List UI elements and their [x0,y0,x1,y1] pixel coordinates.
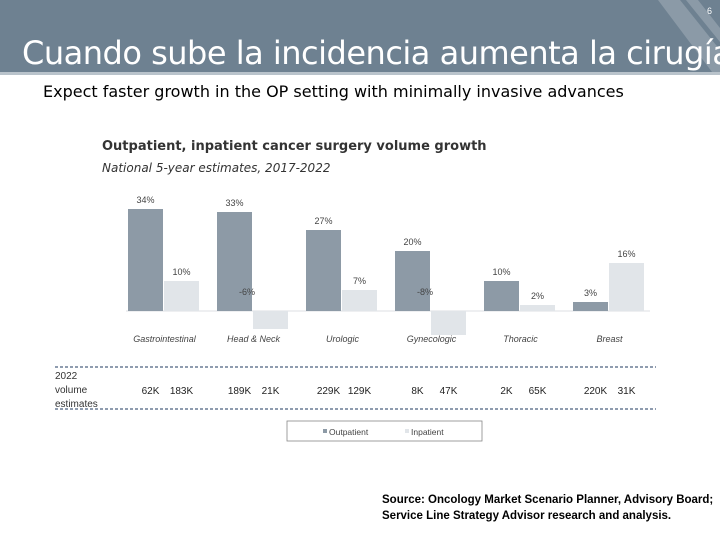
estimates-label-line: volume [55,385,88,396]
chart-title: Outpatient, inpatient cancer surgery vol… [102,139,487,154]
volume-label: 189K [228,386,252,397]
data-label: 3% [584,288,597,298]
data-label: 20% [403,237,421,247]
slide-number: 6 [706,6,712,16]
volume-label: 129K [348,386,372,397]
volume-label: 8K [411,386,424,397]
data-label: 10% [172,267,190,277]
estimates-label: 2022 volume estimates [55,370,115,412]
category-label: Breast [596,334,623,344]
volume-label: 65K [529,386,547,397]
data-label: -8% [417,287,433,297]
inpatient-bar [164,281,199,311]
volume-label: 47K [440,386,458,397]
volume-label: 31K [618,386,636,397]
category-label: Gynecologic [407,334,457,344]
slide-subtitle: Expect faster growth in the OP setting w… [43,82,624,101]
volume-label: 229K [317,386,341,397]
outpatient-bar [306,230,341,311]
estimates-label-line: estimates [55,399,98,410]
data-label: 16% [617,249,635,259]
outpatient-bar [573,302,608,311]
inpatient-bar [253,311,288,329]
outpatient-bar [395,251,430,311]
legend-label: Outpatient [329,427,369,437]
data-label: -6% [239,287,255,297]
category-label: Thoracic [503,334,538,344]
source-note: Source: Oncology Market Scenario Planner… [382,494,714,522]
category-label: Head & Neck [227,334,281,344]
chart-subtitle: National 5-year estimates, 2017-2022 [102,161,331,175]
volume-label: 62K [142,386,160,397]
data-label: 27% [314,216,332,226]
title-bar: Cuando sube la incidencia aumenta la cir… [0,0,720,72]
legend-swatch-outpatient [323,429,327,433]
inpatient-bar [520,305,555,311]
inpatient-bar [342,290,377,311]
category-label: Urologic [326,334,360,344]
legend-swatch-inpatient [405,429,409,433]
estimates-label-line: 2022 [55,371,78,382]
volume-label: 183K [170,386,194,397]
inpatient-bar [431,311,466,335]
data-label: 7% [353,276,366,286]
legend-box [286,420,483,442]
volume-label: 220K [584,386,608,397]
header-decoration [658,0,720,72]
outpatient-bar [217,212,252,311]
legend-label: Inpatient [411,427,444,437]
volume-label: 21K [262,386,280,397]
slide-title: Cuando sube la incidencia aumenta la cir… [22,34,720,72]
inpatient-bar [609,263,644,311]
outpatient-bar [128,209,163,311]
data-label: 2% [531,291,544,301]
header-rule [0,72,720,75]
outpatient-bar [484,281,519,311]
data-label: 34% [136,195,154,205]
data-label: 33% [225,198,243,208]
volume-label: 2K [500,386,513,397]
category-label: Gastrointestinal [133,334,197,344]
data-label: 10% [492,267,510,277]
